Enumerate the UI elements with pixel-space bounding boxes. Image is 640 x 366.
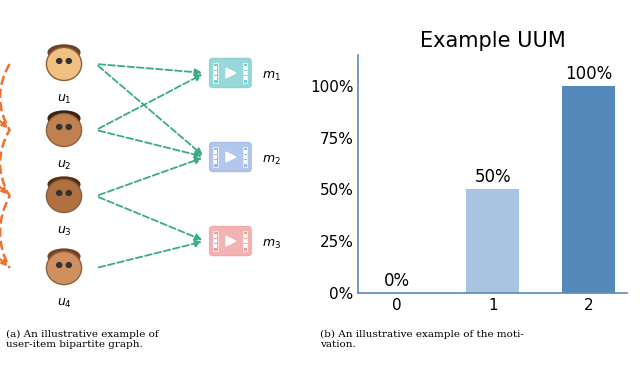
Text: $m_3$: $m_3$ <box>262 238 282 251</box>
Bar <box>214 155 217 159</box>
FancyBboxPatch shape <box>209 142 251 172</box>
Bar <box>244 71 247 75</box>
Text: $m_2$: $m_2$ <box>262 153 281 167</box>
Bar <box>214 66 217 70</box>
Circle shape <box>46 48 82 81</box>
Bar <box>243 231 248 251</box>
Bar <box>244 150 247 154</box>
Text: $u_4$: $u_4$ <box>56 296 72 310</box>
FancyBboxPatch shape <box>209 59 251 87</box>
Text: (b) An illustrative example of the moti-
vation.: (b) An illustrative example of the moti-… <box>320 329 524 349</box>
Circle shape <box>67 263 72 268</box>
Bar <box>244 66 247 70</box>
Bar <box>214 235 217 238</box>
Bar <box>214 244 217 248</box>
Title: Example UUM: Example UUM <box>420 31 566 51</box>
Circle shape <box>67 191 72 195</box>
Bar <box>214 239 217 243</box>
Bar <box>214 71 217 75</box>
Bar <box>213 231 218 251</box>
Ellipse shape <box>48 111 80 126</box>
Circle shape <box>67 124 72 130</box>
Bar <box>563 86 615 293</box>
Bar <box>244 239 247 243</box>
Circle shape <box>57 124 62 130</box>
Ellipse shape <box>48 177 80 192</box>
Bar <box>243 63 248 83</box>
Text: (a) An illustrative example of
user-item bipartite graph.: (a) An illustrative example of user-item… <box>6 329 159 349</box>
Bar <box>213 63 218 83</box>
Ellipse shape <box>48 45 80 60</box>
Text: 50%: 50% <box>474 168 511 186</box>
Bar <box>214 76 217 79</box>
Text: $m_1$: $m_1$ <box>262 70 282 82</box>
Polygon shape <box>226 236 236 246</box>
Text: $u_2$: $u_2$ <box>57 158 71 172</box>
Circle shape <box>46 180 82 213</box>
Bar <box>244 235 247 238</box>
Polygon shape <box>226 152 236 162</box>
Circle shape <box>57 263 62 268</box>
Bar <box>214 160 217 164</box>
Text: $u_3$: $u_3$ <box>56 224 72 238</box>
Ellipse shape <box>48 249 80 264</box>
Circle shape <box>57 59 62 63</box>
Bar <box>243 147 248 167</box>
Bar <box>244 160 247 164</box>
Bar <box>213 147 218 167</box>
Circle shape <box>67 59 72 63</box>
FancyBboxPatch shape <box>209 227 251 255</box>
Bar <box>244 76 247 79</box>
Text: $u_1$: $u_1$ <box>57 93 71 105</box>
Text: 0%: 0% <box>384 272 410 290</box>
Circle shape <box>46 251 82 285</box>
Circle shape <box>57 191 62 195</box>
Bar <box>467 189 519 293</box>
Bar <box>244 155 247 159</box>
Bar <box>214 150 217 154</box>
Circle shape <box>46 113 82 146</box>
Polygon shape <box>226 68 236 78</box>
Text: 100%: 100% <box>565 65 612 83</box>
Bar <box>244 244 247 248</box>
